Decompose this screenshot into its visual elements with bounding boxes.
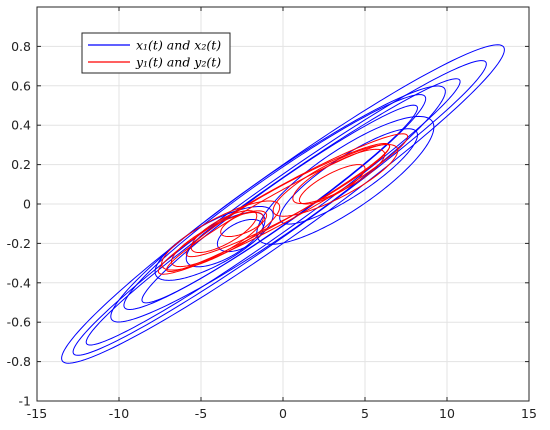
y-tick-label: -0.2 — [7, 236, 31, 251]
x-tick-label: -15 — [27, 406, 47, 421]
series-1 — [157, 133, 409, 275]
y-tick-label: -1 — [19, 394, 31, 409]
x-axis: -15 -10 -5 0 5 10 15 — [27, 7, 537, 421]
series-1-loop-8 — [190, 210, 258, 254]
series-1-loop-4 — [292, 148, 386, 205]
series-1-loop-0 — [157, 133, 409, 275]
legend-label-1: y₁(t) and y₂(t) — [135, 55, 221, 70]
y-tick-label: 0.8 — [11, 39, 31, 54]
x-tick-label: -5 — [195, 406, 207, 421]
series-0-loop-1 — [72, 60, 487, 356]
series-1-loop-9 — [220, 210, 268, 238]
x-tick-label: 15 — [521, 406, 537, 421]
series-0 — [61, 44, 505, 364]
y-tick-label: 0 — [23, 197, 31, 212]
y-tick-label: -0.4 — [7, 275, 31, 290]
series-0-loop-7 — [279, 128, 418, 225]
y-tick-label: -0.8 — [7, 354, 31, 369]
series-layer — [61, 44, 505, 364]
series-0-loop-0 — [61, 44, 505, 364]
series-0-loop-10 — [216, 218, 264, 253]
y-tick-label: 0.4 — [11, 118, 31, 133]
series-1-loop-2 — [185, 142, 391, 258]
series-0-loop-8 — [154, 205, 274, 281]
y-axis: -1 -0.8 -0.6 -0.4 -0.2 0 0.2 0.4 0.6 0.8 — [7, 39, 529, 409]
legend-label-0: x₁(t) and x₂(t) — [136, 38, 221, 53]
series-1-loop-6 — [161, 200, 281, 271]
y-tick-label: -0.6 — [7, 315, 31, 330]
x-tick-label: -10 — [109, 406, 129, 421]
y-tick-label: 0.2 — [11, 157, 31, 172]
series-0-loop-5 — [141, 104, 418, 304]
series-1-loop-5 — [298, 164, 366, 205]
y-tick-label: 0.6 — [11, 78, 31, 93]
legend-box — [81, 32, 231, 74]
series-1-loop-3 — [272, 144, 399, 217]
legend: x₁(t) and x₂(t) y₁(t) and y₂(t) — [81, 32, 231, 74]
series-0-loop-4 — [123, 94, 427, 310]
series-0-loop-2 — [85, 78, 461, 346]
x-tick-label: 0 — [279, 406, 287, 421]
x-tick-label: 10 — [439, 406, 455, 421]
x-tick-label: 5 — [361, 406, 369, 421]
